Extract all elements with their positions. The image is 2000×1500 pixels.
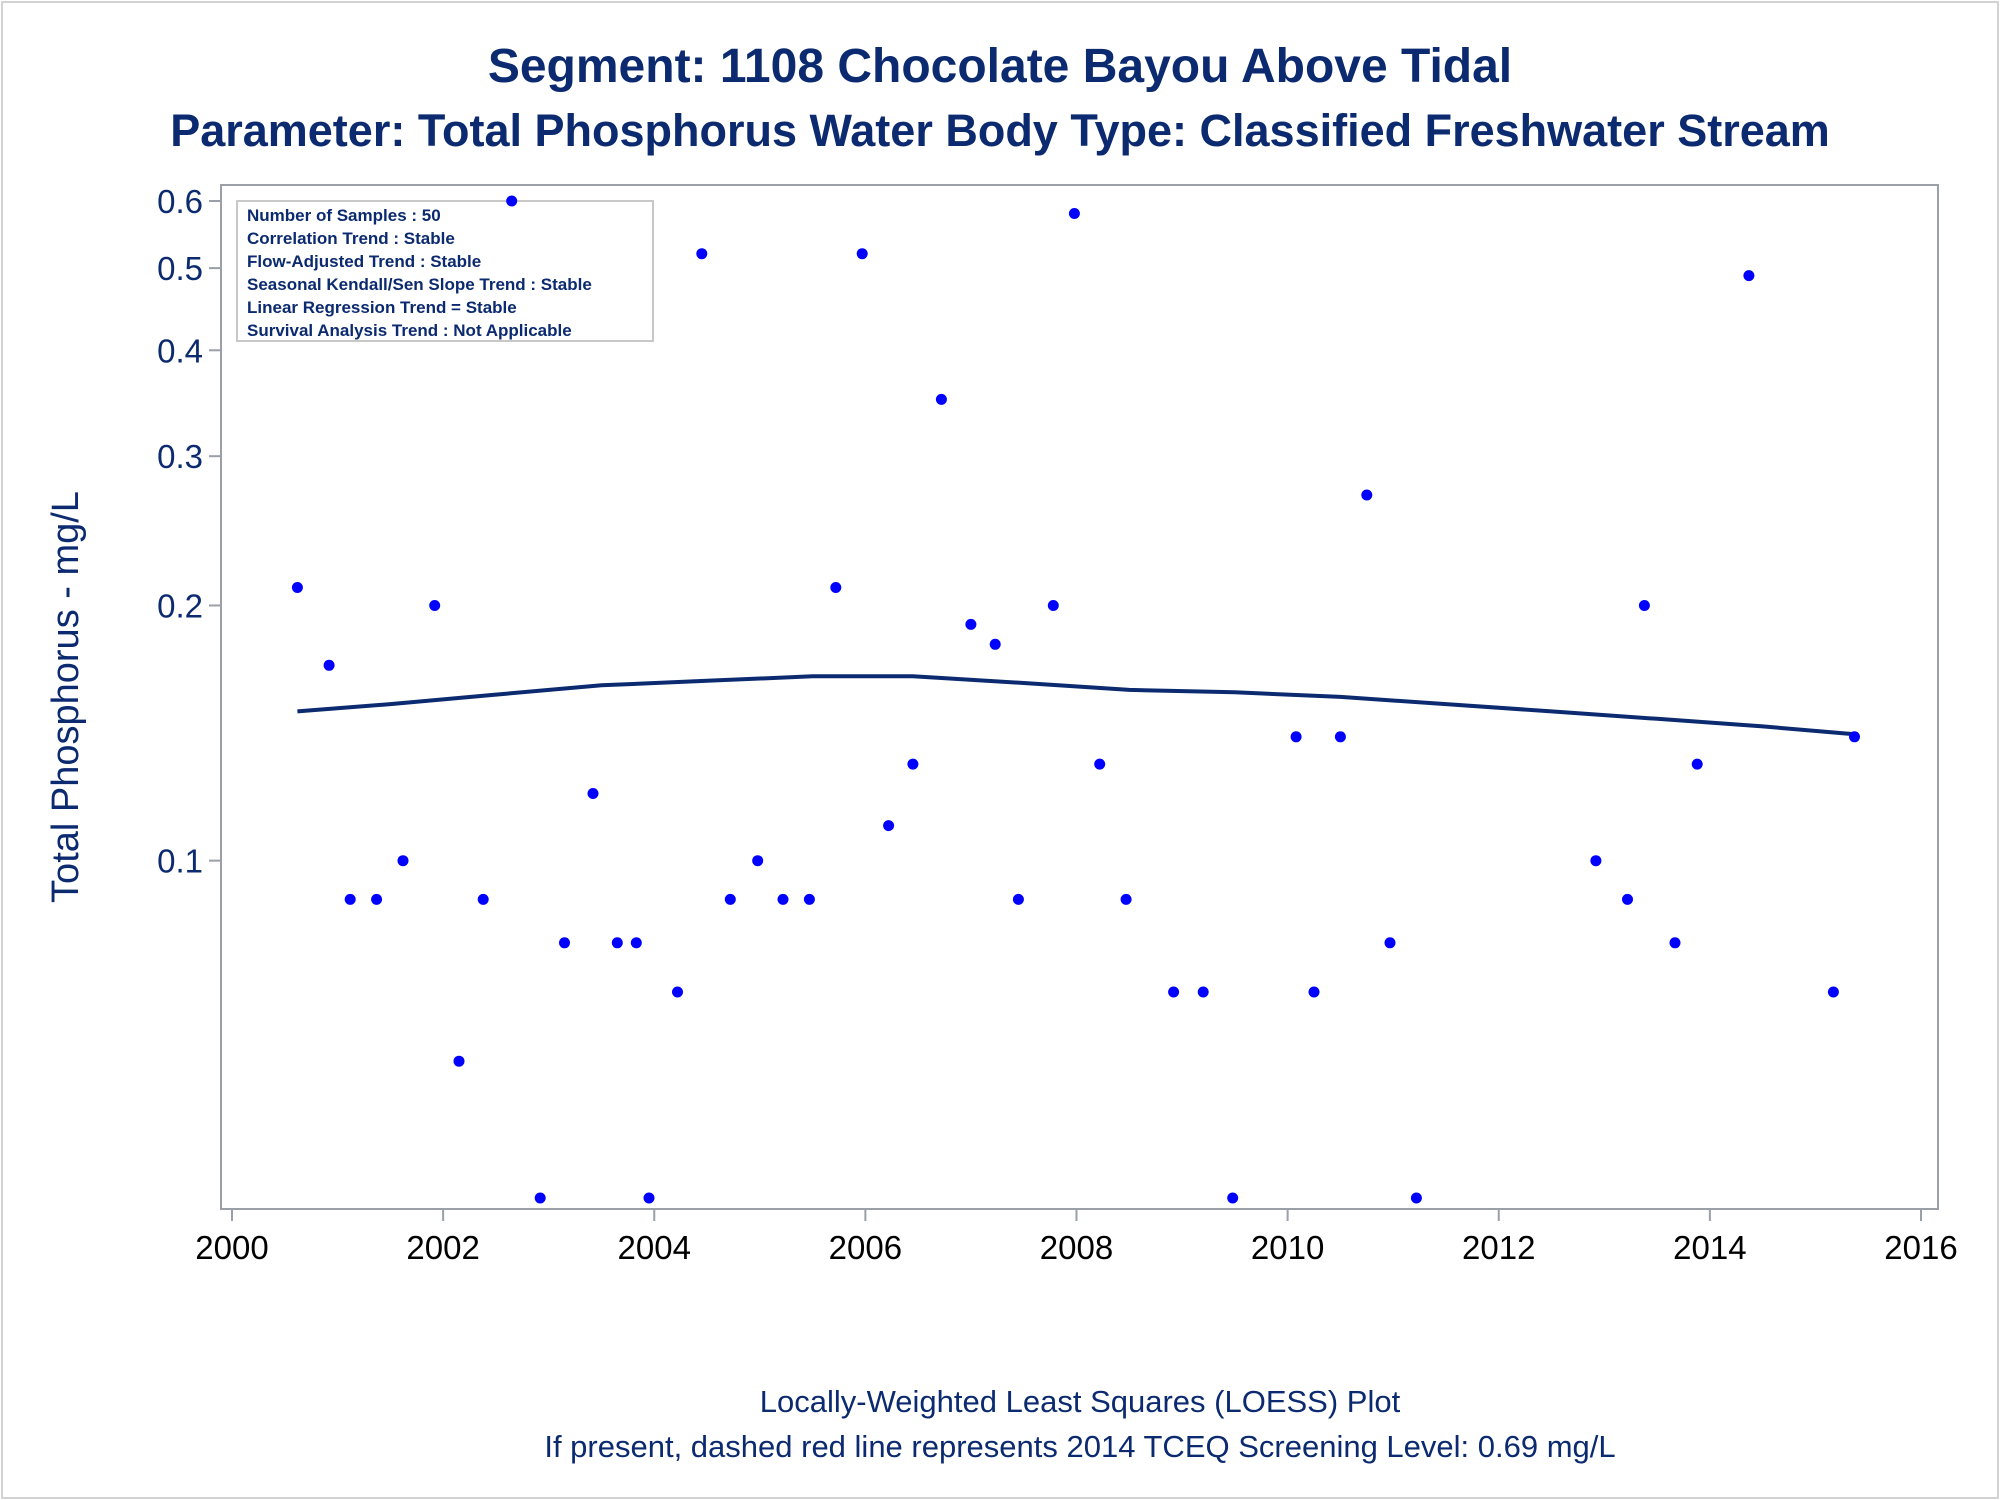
x-tick-label: 2016 [1884, 1229, 1957, 1266]
data-point [453, 1055, 465, 1067]
data-point [1012, 893, 1024, 905]
data-point [630, 937, 642, 949]
x-tick-label: 2008 [1040, 1229, 1113, 1266]
y-axis: 0.1 0.2 0.3 0.4 0.5 0.6 [157, 183, 221, 880]
info-survival-analysis-trend: Survival Analysis Trend : Not Applicable [247, 321, 572, 340]
data-point [1047, 600, 1059, 611]
data-point [777, 893, 789, 905]
y-axis-label: Total Phosphorus - mg/L [45, 491, 87, 903]
data-point [672, 986, 683, 998]
data-point [989, 638, 1001, 650]
x-tick-label: 2010 [1251, 1229, 1324, 1266]
x-axis: 2000 2002 2004 2006 2008 2010 2012 2014 2016 [195, 1209, 1958, 1266]
x-tick-label: 2004 [618, 1229, 691, 1266]
data-point [907, 758, 919, 770]
data-point [477, 893, 489, 905]
data-point [856, 248, 868, 260]
y-tick-label: 0.3 [157, 438, 203, 475]
data-point [1638, 600, 1650, 611]
data-point [752, 855, 764, 867]
chart-title: Segment: 1108 Chocolate Bayou Above Tida… [488, 40, 1512, 93]
data-point [935, 393, 947, 405]
loess-curve-layer [297, 674, 1855, 737]
chart-subtitle: Parameter: Total Phosphorus Water Body T… [170, 105, 1830, 156]
data-point [724, 893, 736, 905]
info-box: Number of Samples : 50 Correlation Trend… [236, 200, 654, 342]
data-point [1622, 893, 1633, 905]
data-point [803, 893, 815, 905]
data-point [1168, 986, 1180, 998]
y-tick-label: 0.1 [157, 843, 203, 880]
y-tick-label: 0.2 [157, 587, 203, 624]
x-tick-label: 2014 [1673, 1229, 1746, 1266]
x-tick-label: 2002 [406, 1229, 479, 1266]
data-point [1384, 937, 1396, 949]
x-tick-label: 2006 [829, 1229, 902, 1266]
data-points-layer [291, 195, 1860, 1204]
data-point [1361, 489, 1373, 501]
data-point [830, 582, 842, 593]
y-tick-label: 0.4 [157, 332, 203, 369]
data-point [1308, 986, 1320, 998]
data-point [534, 1192, 546, 1204]
data-point [643, 1192, 655, 1204]
data-point [323, 659, 335, 671]
data-point [1691, 758, 1703, 770]
y-tick-label: 0.5 [157, 250, 203, 287]
plot-area [220, 184, 1939, 1210]
data-point [1669, 937, 1681, 949]
data-point [611, 937, 623, 949]
data-point [371, 893, 383, 905]
data-point [397, 855, 409, 867]
info-correlation-trend: Correlation Trend : Stable [247, 229, 455, 248]
data-point [1590, 855, 1602, 867]
data-point [559, 937, 570, 949]
info-seasonal-kendall-trend: Seasonal Kendall/Sen Slope Trend : Stabl… [247, 275, 592, 294]
data-point [506, 195, 518, 207]
info-linear-regression-trend: Linear Regression Trend = Stable [247, 298, 517, 317]
footnote-loess: Locally-Weighted Least Squares (LOESS) P… [760, 1384, 1401, 1419]
data-point [1827, 986, 1839, 998]
data-point [696, 248, 708, 260]
data-point [1290, 731, 1302, 743]
data-point [587, 788, 599, 799]
data-point [1334, 731, 1346, 743]
data-point [429, 600, 441, 611]
data-point [965, 618, 977, 630]
info-sample-count: Number of Samples : 50 [247, 206, 441, 225]
data-point [1743, 270, 1755, 282]
info-flow-adjusted-trend: Flow-Adjusted Trend : Stable [247, 252, 481, 271]
x-tick-label: 2012 [1462, 1229, 1535, 1266]
footnote-screening-level: If present, dashed red line represents 2… [544, 1429, 1615, 1464]
data-point [344, 893, 356, 905]
data-point [1197, 986, 1209, 998]
data-point [291, 582, 303, 593]
data-point [883, 820, 895, 832]
data-point [1120, 893, 1132, 905]
data-point [1227, 1192, 1239, 1204]
data-point [1410, 1192, 1422, 1204]
info-box-border [236, 200, 654, 342]
y-tick-label: 0.6 [157, 183, 203, 220]
loess-trend-line [297, 674, 1855, 737]
data-point [1094, 758, 1106, 770]
x-tick-label: 2000 [195, 1229, 268, 1266]
data-point [1849, 731, 1860, 743]
data-point [1068, 208, 1080, 219]
